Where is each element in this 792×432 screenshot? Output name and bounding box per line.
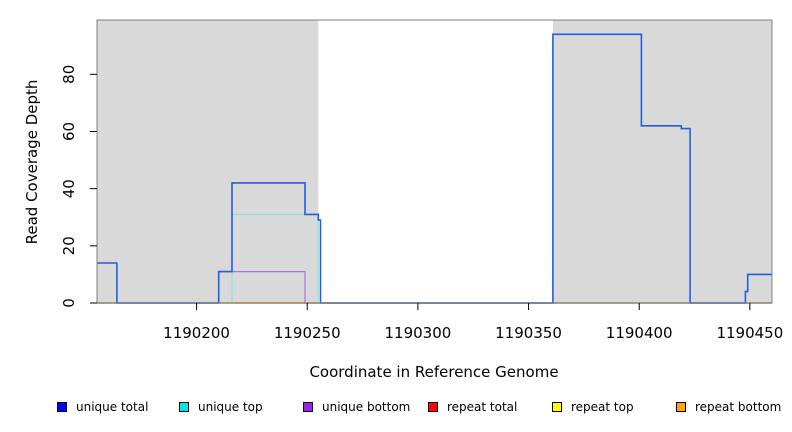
legend-swatch xyxy=(303,402,313,412)
legend-item-unique-total: unique total xyxy=(57,400,148,414)
y-tick-label: 40 xyxy=(60,179,78,198)
y-axis-label: Read Coverage Depth xyxy=(23,80,41,245)
legend-label: repeat top xyxy=(571,400,634,414)
legend-label: repeat bottom xyxy=(695,400,782,414)
legend: unique total unique top unique bottom re… xyxy=(0,400,792,420)
x-tick-label: 1190250 xyxy=(274,324,341,342)
legend-swatch xyxy=(676,402,686,412)
x-tick-label: 1190350 xyxy=(495,324,562,342)
coverage-chart: 1190200 1190250 1190300 1190350 1190400 11904… xyxy=(23,19,783,381)
y-tick-label: 80 xyxy=(60,65,78,84)
shaded-region xyxy=(552,20,772,303)
legend-item-repeat-top: repeat top xyxy=(552,400,634,414)
x-tick-label: 1190200 xyxy=(163,324,230,342)
legend-item-repeat-bottom: repeat bottom xyxy=(676,400,781,414)
legend-label: unique top xyxy=(198,400,263,414)
legend-swatch xyxy=(57,402,67,412)
x-tick-label: 1190400 xyxy=(606,324,673,342)
y-tick-label: 20 xyxy=(60,236,78,255)
legend-label: unique bottom xyxy=(322,400,411,414)
legend-swatch xyxy=(179,402,189,412)
x-tick-label: 1190300 xyxy=(384,324,451,342)
plot-border xyxy=(96,19,773,304)
legend-swatch xyxy=(428,402,438,412)
legend-label: repeat total xyxy=(447,400,518,414)
x-tick-label: 1190450 xyxy=(716,324,783,342)
legend-item-repeat-total: repeat total xyxy=(428,400,517,414)
shaded-region xyxy=(97,20,319,303)
legend-item-unique-top: unique top xyxy=(179,400,263,414)
y-tick-label: 60 xyxy=(60,122,78,141)
y-tick-label: 0 xyxy=(60,298,78,308)
legend-item-unique-bottom: unique bottom xyxy=(303,400,410,414)
legend-label: unique total xyxy=(76,400,149,414)
x-axis-label: Coordinate in Reference Genome xyxy=(309,363,558,381)
legend-swatch xyxy=(552,402,562,412)
